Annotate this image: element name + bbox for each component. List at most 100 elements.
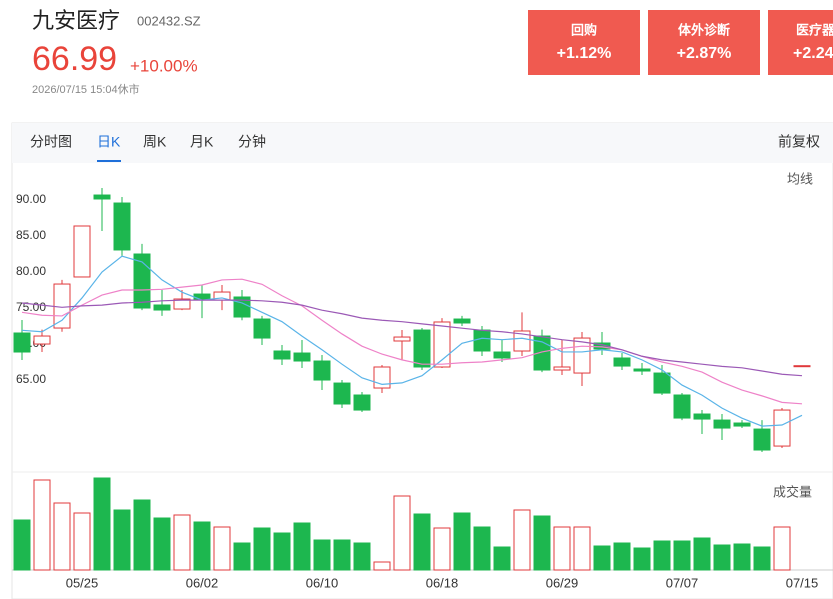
volume-bar: [133, 499, 151, 571]
tab-underline: [97, 160, 121, 162]
candle-body: [113, 202, 131, 251]
volume-bar: [213, 526, 231, 571]
card-value: +2.24: [793, 45, 833, 62]
cards: 回购 +1.12% 体外诊断 +2.87% 医疗器 +2.24: [528, 10, 833, 75]
ma-line: [21, 278, 803, 405]
tab[interactable]: 分时图: [30, 134, 72, 150]
candle-body: [93, 194, 111, 200]
volume-bar: [273, 532, 291, 571]
ma-line: [21, 255, 803, 427]
candle-body: [713, 419, 731, 429]
volume-bar: [673, 540, 691, 571]
card[interactable]: [648, 10, 760, 75]
price: 66.99: [32, 40, 117, 78]
volume-bar: [573, 526, 591, 571]
volume-bar: [713, 544, 731, 571]
candle-body: [33, 335, 51, 345]
x-tick-label: 06/18: [426, 575, 459, 590]
x-tick-label: 06/10: [306, 575, 339, 590]
y-tick-label: 85.00: [16, 228, 46, 242]
candle-body: [433, 321, 451, 368]
adjust-button[interactable]: 前复权: [778, 134, 820, 150]
volume-bar: [53, 502, 71, 571]
volume-bar: [113, 509, 131, 571]
card[interactable]: [768, 10, 833, 75]
candle-body: [13, 332, 31, 353]
volume-bar: [633, 547, 651, 571]
volume-bar: [93, 477, 111, 571]
candle-body: [673, 394, 691, 419]
tab[interactable]: 分钟: [238, 134, 266, 150]
volume-bar: [493, 546, 511, 571]
candle-body: [573, 337, 591, 374]
card[interactable]: [528, 10, 640, 75]
candle-body: [173, 298, 191, 310]
candle-body: [73, 225, 91, 278]
card-title: 体外诊断: [678, 22, 730, 37]
volume-bar: [333, 539, 351, 571]
card-title: 医疗器: [796, 22, 833, 37]
candle-body: [553, 366, 571, 371]
candle-body: [153, 304, 171, 311]
y-tick-label: 80.00: [16, 264, 46, 278]
volume-bar: [13, 519, 31, 571]
card-title: 回购: [571, 22, 597, 37]
volume-bar: [73, 512, 91, 571]
candle-body: [593, 342, 611, 350]
volume-bar: [753, 546, 771, 571]
volume-bar: [233, 542, 251, 571]
card-value: +1.12%: [557, 45, 612, 62]
x-tick-label: 06/29: [546, 575, 579, 590]
tab[interactable]: 日K: [97, 134, 121, 150]
volume-bar: [733, 543, 751, 571]
candle-body: [273, 350, 291, 360]
candle-body: [133, 253, 151, 309]
candle-body: [733, 422, 751, 427]
volume-bar: [313, 539, 331, 571]
y-tick-label: 65.00: [16, 372, 46, 386]
candle-body: [53, 283, 71, 329]
x-tick-label: 07/15: [786, 575, 819, 590]
volume-bar: [453, 512, 471, 571]
y-tick-label: 75.00: [16, 300, 46, 314]
x-tick-label: 05/25: [66, 575, 99, 590]
tab[interactable]: 月K: [190, 134, 214, 150]
candle-body: [493, 351, 511, 359]
y-tick-label: 90.00: [16, 192, 46, 206]
volume-bar: [433, 527, 451, 571]
candle-body: [753, 428, 771, 451]
candle-body: [693, 413, 711, 420]
candle-body: [613, 357, 631, 367]
volume-bar: [653, 540, 671, 571]
candle-body: [293, 352, 311, 362]
volume-bar: [193, 521, 211, 571]
volume-bar: [613, 542, 631, 571]
candle-body: [413, 329, 431, 368]
candle-body: [313, 360, 331, 381]
volume-bar: [373, 561, 391, 571]
candle-body: [793, 365, 811, 368]
candle-body: [333, 382, 351, 405]
volume-bar: [173, 514, 191, 571]
volume-bar: [593, 545, 611, 571]
candle-body: [453, 318, 471, 324]
change: +10.00%: [130, 56, 198, 75]
time: 2026/07/15 15:04休市: [32, 82, 140, 96]
volume-bar: [293, 522, 311, 571]
volume-bar: [393, 495, 411, 571]
tab[interactable]: 周K: [143, 134, 167, 150]
candle-body: [513, 330, 531, 352]
card-value: +2.87%: [677, 45, 732, 62]
tab-bar: [12, 123, 833, 163]
volume-bar: [513, 509, 531, 571]
volume-bar: [533, 515, 551, 571]
candle-body: [473, 329, 491, 352]
x-tick-label: 07/07: [666, 575, 699, 590]
candle-body: [653, 372, 671, 394]
stock-code: 002432.SZ: [137, 13, 201, 28]
volume-label: 成交量: [773, 484, 812, 499]
candle-body: [353, 394, 371, 411]
volume-bar: [153, 517, 171, 571]
candle-body: [393, 336, 411, 342]
